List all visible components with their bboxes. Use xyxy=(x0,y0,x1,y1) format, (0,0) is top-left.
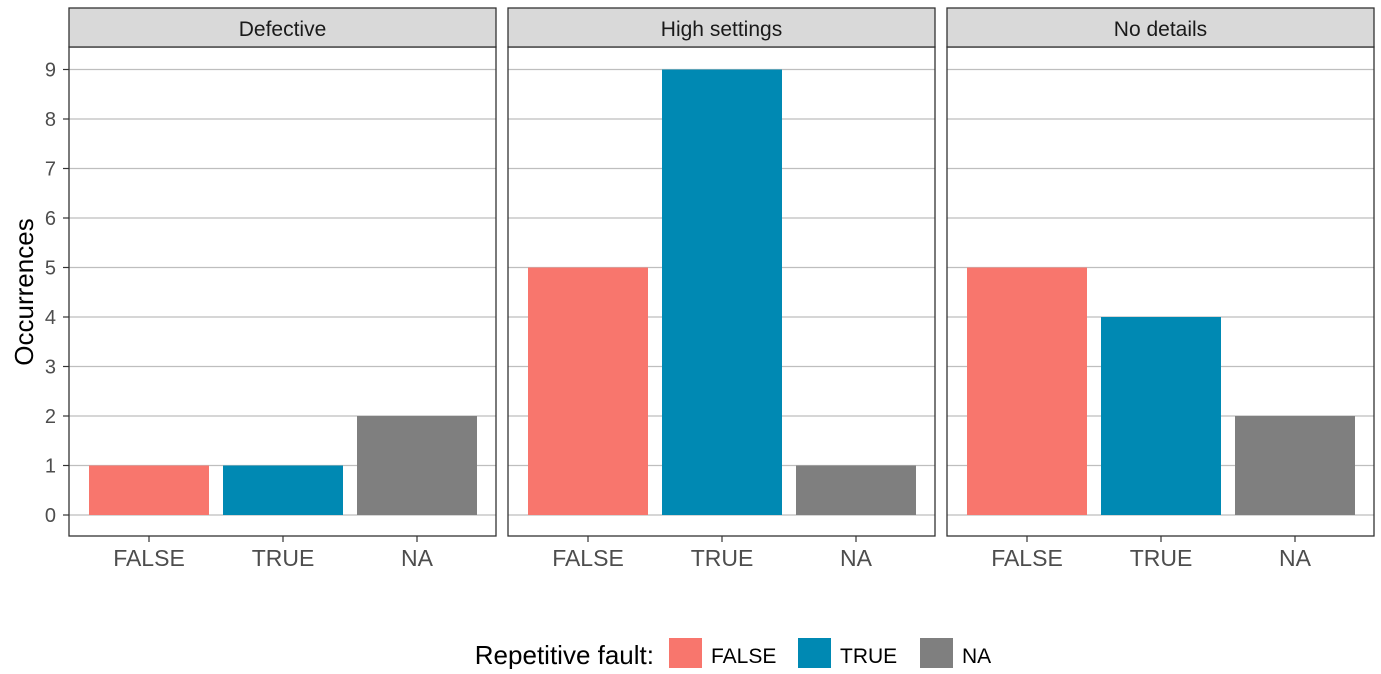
bar-high-settings-na xyxy=(796,465,916,515)
facet-title: Defective xyxy=(239,18,327,41)
x-tick-label: NA xyxy=(401,545,434,571)
x-tick-label: TRUE xyxy=(1130,545,1193,571)
y-tick-label: 7 xyxy=(45,159,56,181)
bar-high-settings-true xyxy=(662,69,782,515)
bar-no-details-false xyxy=(967,267,1087,515)
y-tick-label: 9 xyxy=(45,60,56,82)
legend-swatch-na xyxy=(920,638,953,668)
y-tick-label: 6 xyxy=(45,208,56,230)
legend-label: NA xyxy=(962,645,991,668)
x-tick-label: TRUE xyxy=(252,545,315,571)
y-tick-label: 1 xyxy=(45,456,56,478)
facet-strip xyxy=(68,7,497,48)
legend-swatch-true xyxy=(798,638,831,668)
facet-strip xyxy=(507,7,936,48)
y-tick-label: 4 xyxy=(45,307,56,329)
x-tick-label: FALSE xyxy=(991,545,1063,571)
bar-defective-true xyxy=(223,465,343,515)
y-tick-label: 0 xyxy=(45,505,56,527)
legend-swatch-false xyxy=(669,638,702,668)
y-axis-title: Occurrences xyxy=(9,218,39,365)
y-tick-label: 5 xyxy=(45,258,56,280)
y-tick-label: 8 xyxy=(45,109,56,131)
bar-no-details-true xyxy=(1101,317,1221,515)
x-tick-label: NA xyxy=(1279,545,1312,571)
bar-no-details-na xyxy=(1235,416,1355,515)
y-tick-label: 2 xyxy=(45,406,56,428)
legend-label: FALSE xyxy=(711,645,776,668)
y-tick-label: 3 xyxy=(45,357,56,379)
x-tick-label: NA xyxy=(840,545,873,571)
legend-label: TRUE xyxy=(840,645,897,668)
legend-title: Repetitive fault: xyxy=(475,640,654,669)
bar-high-settings-false xyxy=(528,267,648,515)
bar-defective-na xyxy=(357,416,477,515)
bar-defective-false xyxy=(89,465,209,515)
x-tick-label: FALSE xyxy=(113,545,185,571)
facet-title: High settings xyxy=(661,18,782,41)
x-tick-label: FALSE xyxy=(552,545,624,571)
facet-strip xyxy=(946,7,1375,48)
facet-title: No details xyxy=(1114,18,1207,41)
x-tick-label: TRUE xyxy=(691,545,754,571)
